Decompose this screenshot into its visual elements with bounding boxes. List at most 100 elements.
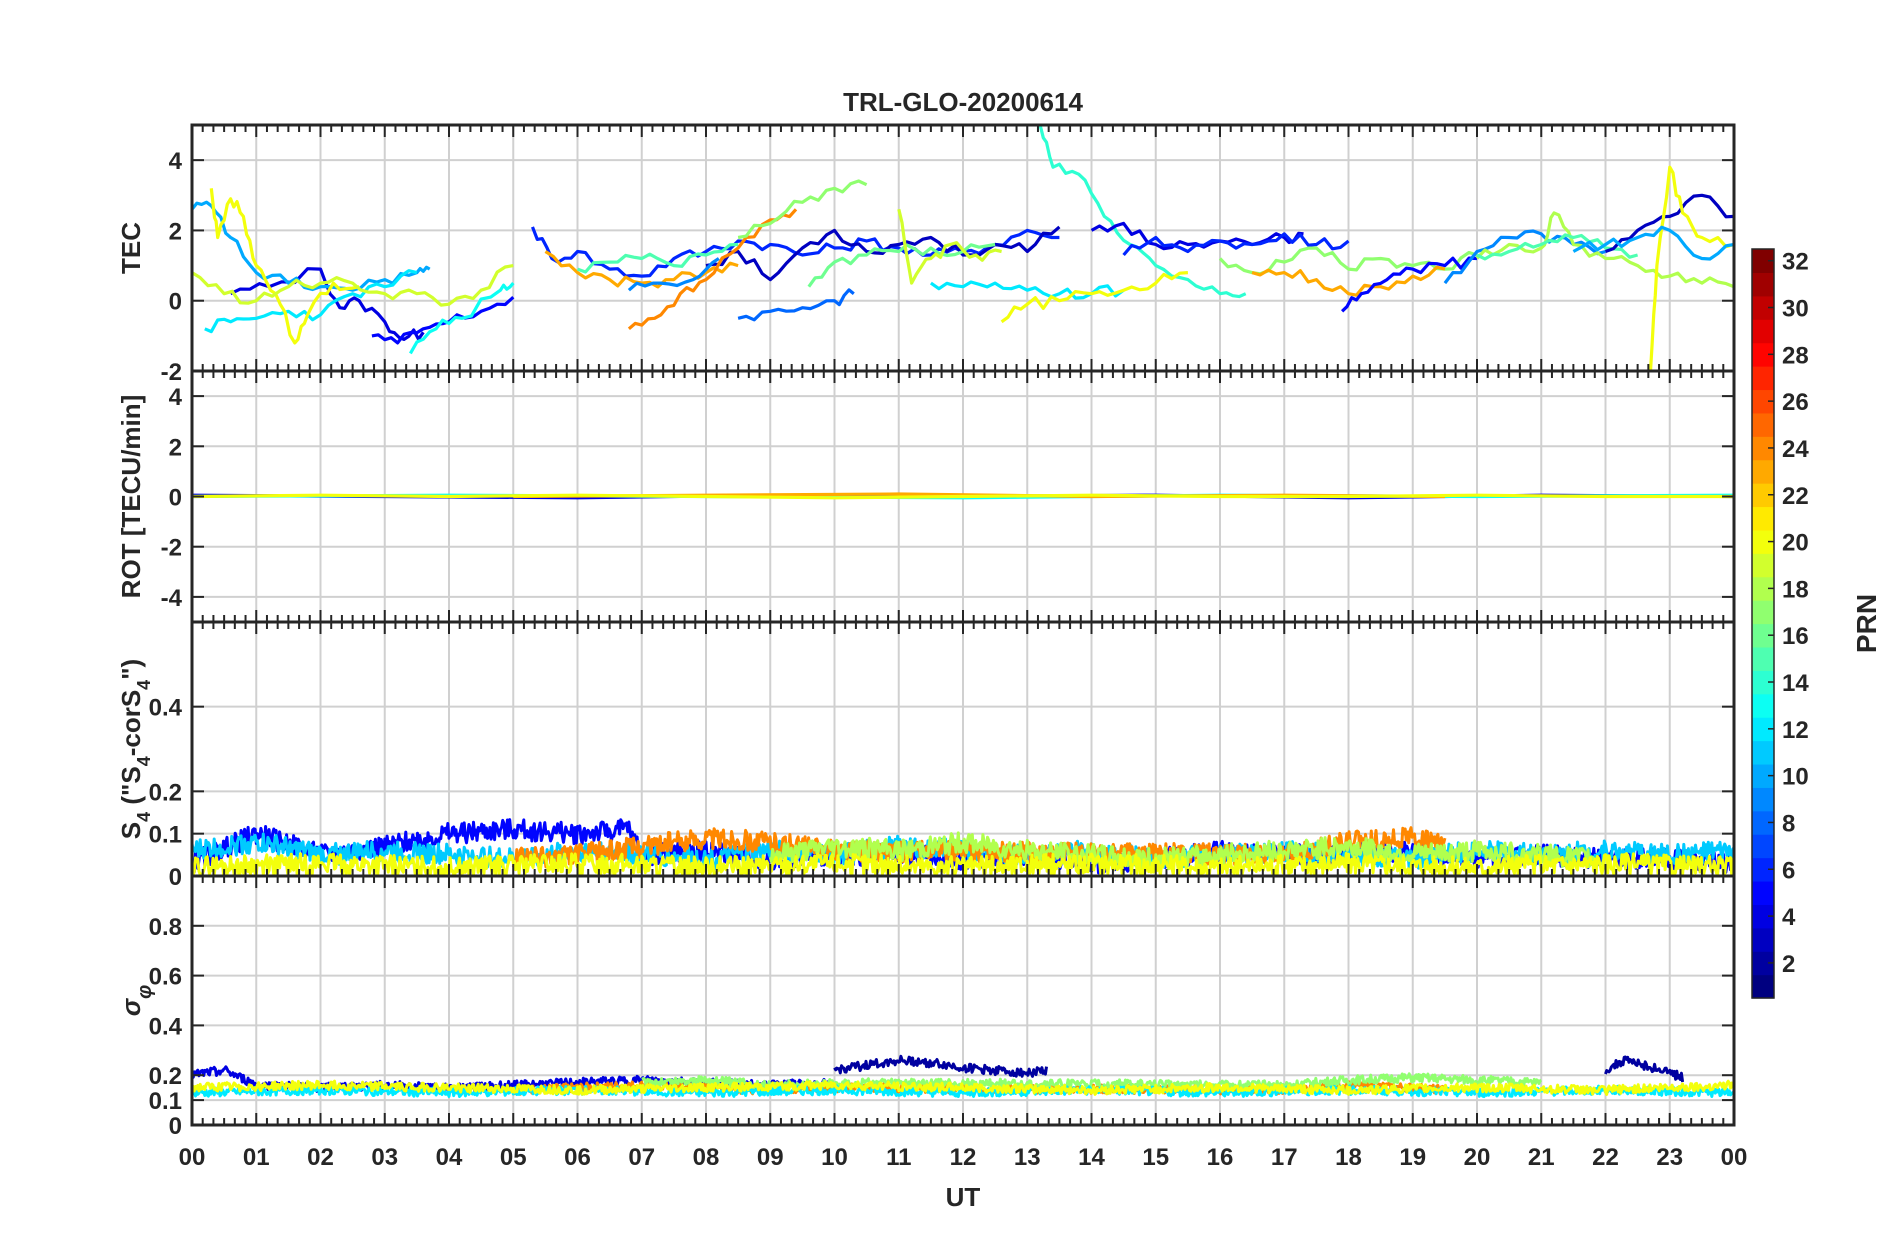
colorbar-tick-label: 12 bbox=[1782, 717, 1809, 744]
x-axis-label: UT bbox=[946, 1182, 981, 1212]
series-line-prn-20 bbox=[192, 1079, 1734, 1096]
x-tick-label: 03 bbox=[371, 1144, 398, 1171]
x-tick-labels: 00 01 02 03 04 05 06 07 08 09 10 11 12 13 14 15 16 17 18 19… bbox=[179, 1144, 1748, 1171]
series-line-prn-23 bbox=[1251, 265, 1446, 297]
y-tick-label: 0.6 bbox=[149, 964, 182, 991]
colorbar-swatch bbox=[1752, 904, 1774, 929]
y-tick-label: 0.1 bbox=[149, 822, 182, 849]
x-tick-label: 17 bbox=[1271, 1144, 1298, 1171]
y-tick-label: 4 bbox=[169, 384, 183, 411]
y-tick-label: -2 bbox=[161, 535, 182, 562]
y-tick-label: 0.2 bbox=[149, 1063, 182, 1090]
colorbar-swatch bbox=[1752, 249, 1774, 274]
colorbar-swatch bbox=[1752, 412, 1774, 437]
series-group bbox=[192, 1054, 1734, 1099]
colorbar-tick-label: 14 bbox=[1782, 670, 1809, 697]
x-tick-label: 19 bbox=[1399, 1144, 1426, 1171]
series-line-prn-10 bbox=[192, 200, 431, 292]
series-line-prn-20 bbox=[1648, 165, 1734, 371]
colorbar-swatch bbox=[1752, 646, 1774, 671]
colorbar-tick-label: 24 bbox=[1782, 436, 1809, 463]
y-tick-label: 4 bbox=[169, 148, 183, 175]
colorbar-swatch bbox=[1752, 834, 1774, 859]
y-tick-label: 0 bbox=[169, 289, 182, 316]
y-tick-label: 0.2 bbox=[149, 779, 182, 806]
series-line-prn-6 bbox=[531, 226, 1060, 278]
x-tick-label: 02 bbox=[307, 1144, 334, 1171]
chart-title: TRL-GLO-20200614 bbox=[843, 87, 1083, 117]
series-line-prn-4 bbox=[1090, 221, 1304, 251]
x-tick-label: 04 bbox=[436, 1144, 463, 1171]
series-line-prn-20 bbox=[1000, 271, 1189, 324]
series-line-prn-6 bbox=[1122, 232, 1350, 257]
x-tick-label: 09 bbox=[757, 1144, 784, 1171]
y-tick-label: -4 bbox=[161, 585, 183, 612]
colorbar-swatch bbox=[1752, 483, 1774, 508]
y-tick-label: 0 bbox=[169, 485, 182, 512]
colorbar-swatch bbox=[1752, 342, 1774, 367]
series-line-prn-10 bbox=[1572, 225, 1734, 261]
x-tick-label: 20 bbox=[1464, 1144, 1491, 1171]
colorbar-swatch bbox=[1752, 857, 1774, 882]
y-tick-label: 0.4 bbox=[149, 695, 183, 722]
x-tick-label: 14 bbox=[1078, 1144, 1105, 1171]
series-line-prn-12 bbox=[204, 269, 418, 334]
y-axis-label: S4 ("S4-corS4") bbox=[116, 659, 154, 839]
colorbar-tick-label: 8 bbox=[1782, 810, 1795, 837]
colorbar-tick-label: 28 bbox=[1782, 342, 1809, 369]
panel-rot: -4 -2 0 2 4 ROT [TECU/min] bbox=[116, 369, 1736, 624]
colorbar-swatch bbox=[1752, 974, 1774, 999]
y-tick-label: 0.8 bbox=[149, 914, 182, 941]
panel-tec: -2 0 2 4 TEC bbox=[116, 123, 1736, 386]
colorbar-tick-label: 22 bbox=[1782, 483, 1809, 510]
series-line-prn-14 bbox=[1038, 125, 1247, 299]
x-tick-label: 08 bbox=[693, 1144, 720, 1171]
x-tick-label: 18 bbox=[1335, 1144, 1362, 1171]
series-line-prn-5 bbox=[1340, 256, 1478, 313]
series-line-prn-9 bbox=[1443, 229, 1606, 285]
colorbar-swatch bbox=[1752, 787, 1774, 812]
y-tick-label: 0.1 bbox=[149, 1088, 182, 1115]
x-tick-label: 05 bbox=[500, 1144, 527, 1171]
colorbar-tick-label: 32 bbox=[1782, 249, 1809, 276]
colorbar-tick-label: 16 bbox=[1782, 623, 1809, 650]
series-line-prn-3 bbox=[1604, 193, 1734, 254]
series-line-prn-23 bbox=[544, 250, 739, 289]
colorbar-swatch bbox=[1752, 717, 1774, 742]
colorbar-swatch bbox=[1752, 670, 1774, 695]
colorbar-swatch bbox=[1752, 763, 1774, 788]
colorbar-swatch bbox=[1752, 529, 1774, 554]
x-tick-label: 12 bbox=[950, 1144, 977, 1171]
y-axis-label: σφ bbox=[116, 985, 156, 1016]
y-tick-label: 0.4 bbox=[149, 1013, 183, 1040]
colorbar-swatch bbox=[1752, 553, 1774, 578]
colorbar-tick-label: 6 bbox=[1782, 857, 1795, 884]
x-tick-label: 10 bbox=[821, 1144, 848, 1171]
x-tick-label: 15 bbox=[1142, 1144, 1169, 1171]
colorbar-swatch bbox=[1752, 810, 1774, 835]
series-line-prn-15 bbox=[576, 242, 739, 274]
x-tick-label: 06 bbox=[564, 1144, 591, 1171]
colorbar-tick-label: 4 bbox=[1782, 904, 1796, 931]
series-line-prn-18 bbox=[768, 831, 1607, 871]
series-line-prn-19 bbox=[192, 264, 514, 307]
series-group bbox=[192, 492, 1734, 500]
series-line-prn-18 bbox=[1475, 211, 1734, 289]
x-tick-label: 21 bbox=[1528, 1144, 1555, 1171]
colorbar-swatch bbox=[1752, 623, 1774, 648]
y-axis-label: ROT [TECU/min] bbox=[116, 395, 146, 599]
colorbar-tick-label: 26 bbox=[1782, 389, 1809, 416]
colorbar-swatch bbox=[1752, 600, 1774, 625]
y-tick-label: 2 bbox=[169, 218, 182, 245]
series-line-prn-9 bbox=[627, 257, 720, 292]
colorbar-tick-label: 2 bbox=[1782, 951, 1795, 978]
colorbar-swatch bbox=[1752, 951, 1774, 976]
y-axis-label: TEC bbox=[116, 222, 146, 274]
series-line-prn-2 bbox=[1604, 1055, 1685, 1083]
x-tick-label: 13 bbox=[1014, 1144, 1041, 1171]
series-line-prn-19 bbox=[897, 208, 1002, 285]
series-line-prn-8 bbox=[737, 288, 855, 322]
series-line-prn-20 bbox=[192, 493, 1734, 500]
